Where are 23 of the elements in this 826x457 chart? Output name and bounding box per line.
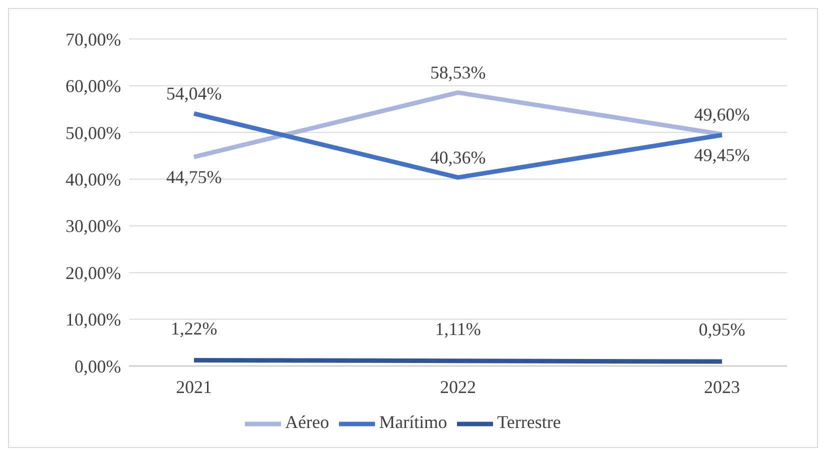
data-label: 40,36% — [430, 148, 486, 168]
legend-label: Marítimo — [379, 412, 448, 432]
y-tick-label: 40,00% — [66, 170, 121, 190]
data-label: 44,75% — [166, 167, 222, 188]
x-tick-label: 2023 — [704, 376, 740, 397]
legend-label: Terrestre — [497, 412, 561, 432]
data-label: 1,11% — [435, 318, 481, 339]
x-tick-label: 2021 — [176, 376, 212, 397]
data-label: 49,45% — [694, 145, 750, 166]
y-tick-label: 20,00% — [66, 262, 121, 283]
y-tick-label: 50,00% — [66, 122, 121, 143]
y-tick-label: 10,00% — [66, 310, 121, 330]
y-tick-label: 30,00% — [66, 216, 121, 236]
data-label: 0,95% — [698, 320, 746, 340]
y-tick-label: 70,00% — [66, 29, 121, 50]
x-tick-label: 2022 — [440, 376, 476, 397]
y-tick-label: 60,00% — [66, 76, 121, 96]
data-label: 1,22% — [170, 318, 218, 338]
data-label: 58,53% — [430, 62, 486, 83]
data-label: 49,60% — [694, 104, 750, 124]
data-label: 54,04% — [166, 84, 222, 104]
y-tick-label: 0,00% — [74, 356, 121, 376]
legend-label: Aéreo — [285, 412, 330, 432]
